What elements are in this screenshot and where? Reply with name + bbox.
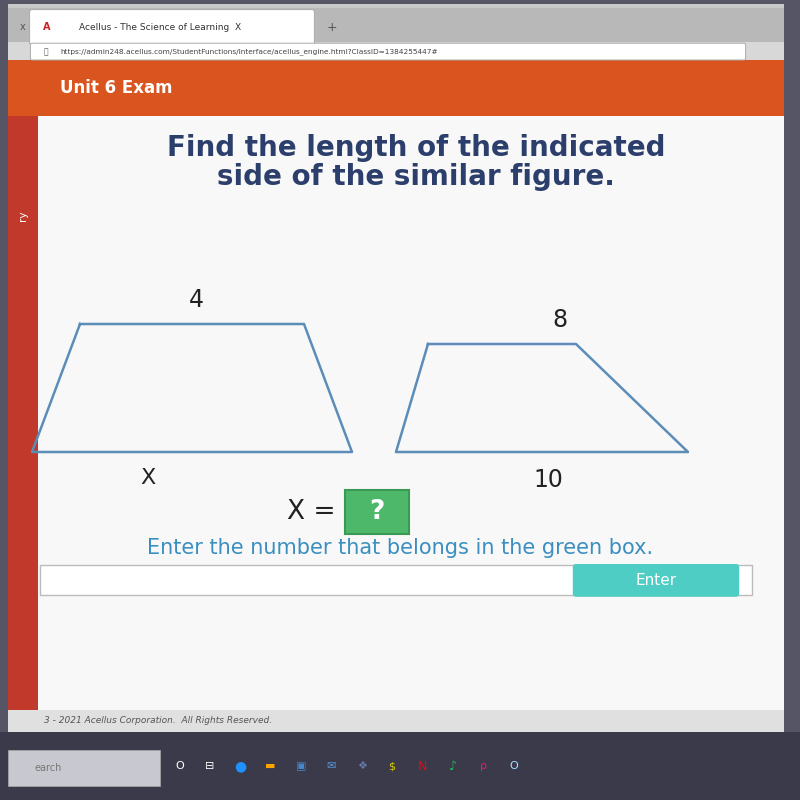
Text: Acellus - The Science of Learning  X: Acellus - The Science of Learning X — [79, 22, 241, 32]
FancyBboxPatch shape — [8, 42, 784, 60]
Text: earch: earch — [34, 763, 62, 773]
FancyBboxPatch shape — [0, 732, 800, 800]
FancyBboxPatch shape — [30, 43, 746, 60]
Text: ⊟: ⊟ — [205, 762, 214, 771]
FancyBboxPatch shape — [8, 60, 784, 116]
FancyBboxPatch shape — [8, 116, 38, 732]
Text: O: O — [176, 762, 184, 771]
FancyBboxPatch shape — [573, 564, 739, 597]
Text: ▣: ▣ — [295, 762, 306, 771]
Text: X =: X = — [287, 499, 344, 525]
FancyBboxPatch shape — [8, 116, 784, 732]
Text: ●: ● — [234, 759, 246, 774]
Text: ρ: ρ — [480, 762, 486, 771]
Text: ♪: ♪ — [449, 760, 457, 773]
FancyBboxPatch shape — [8, 60, 784, 732]
FancyBboxPatch shape — [345, 490, 409, 534]
Text: O: O — [510, 762, 518, 771]
Text: ✉: ✉ — [326, 762, 336, 771]
Text: Find the length of the indicated: Find the length of the indicated — [166, 134, 666, 162]
Text: ry: ry — [18, 210, 28, 222]
FancyBboxPatch shape — [40, 565, 752, 595]
Text: +: + — [326, 21, 338, 34]
FancyBboxPatch shape — [8, 4, 784, 768]
Text: ?: ? — [369, 499, 385, 525]
FancyBboxPatch shape — [8, 8, 784, 44]
Text: $: $ — [389, 762, 395, 771]
Text: Unit 6 Exam: Unit 6 Exam — [60, 79, 173, 97]
Text: side of the similar figure.: side of the similar figure. — [217, 162, 615, 190]
FancyBboxPatch shape — [8, 750, 160, 786]
Text: X: X — [140, 468, 156, 488]
Text: https://admin248.acellus.com/StudentFunctions/Interface/acellus_engine.html?Clas: https://admin248.acellus.com/StudentFunc… — [60, 48, 438, 55]
FancyBboxPatch shape — [8, 4, 784, 60]
Text: 8: 8 — [553, 308, 567, 332]
FancyBboxPatch shape — [30, 10, 314, 45]
Text: Enter the number that belongs in the green box.: Enter the number that belongs in the gre… — [147, 538, 653, 558]
Text: 3 - 2021 Acellus Corporation.  All Rights Reserved.: 3 - 2021 Acellus Corporation. All Rights… — [44, 716, 272, 726]
Text: 10: 10 — [533, 468, 563, 492]
Text: x: x — [19, 22, 26, 32]
Text: ❖: ❖ — [357, 762, 366, 771]
Text: A: A — [42, 22, 50, 32]
Text: 4: 4 — [189, 288, 203, 312]
FancyBboxPatch shape — [8, 710, 784, 732]
Text: 🔒: 🔒 — [44, 47, 49, 56]
Text: ▬: ▬ — [265, 762, 276, 771]
Text: Enter: Enter — [635, 573, 677, 588]
Text: N: N — [418, 760, 427, 773]
